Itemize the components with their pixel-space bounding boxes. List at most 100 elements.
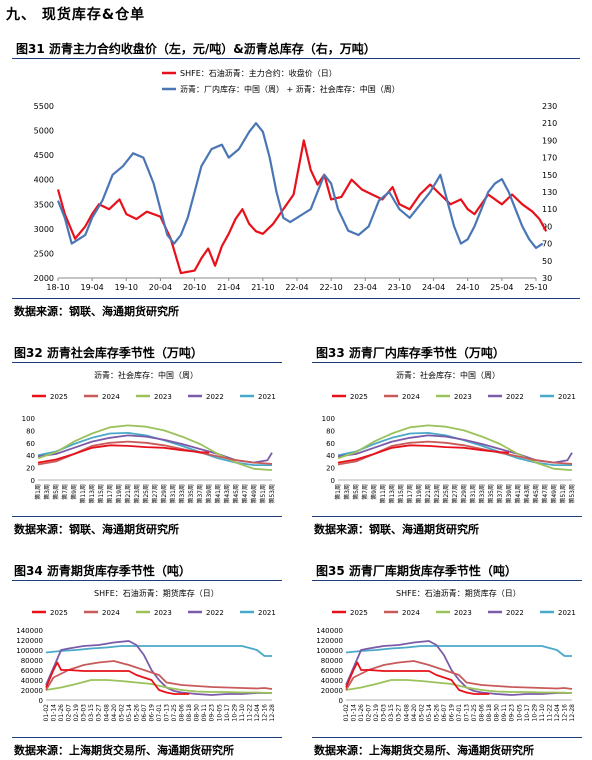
fig34-y-tick-0: 0 [39,697,43,705]
fig33-x-tick-4: 第9周 [370,484,378,500]
fig33-source: 数据来源：钢联、海通期货研究所 [314,523,479,536]
fig32-series-2022 [37,434,273,464]
fig33-y-tick-4: 80 [326,427,335,435]
fig31-yright-tick-9: 210 [542,119,557,128]
fig33-x-tick-13: 第27周 [451,484,459,504]
fig31-yleft-tick-5: 4500 [34,151,54,160]
fig31-yleft-tick-3: 3500 [34,200,54,209]
fig33-x-tick-20: 第41周 [514,484,522,504]
fig31-yright-tick-7: 170 [542,154,557,163]
fig32-y-tick-5: 100 [22,415,35,423]
fig34-series-2024 [45,660,273,691]
fig32-y-tick-0: 0 [31,477,35,485]
fig31-yleft-tick-2: 3000 [34,225,54,234]
fig34-legend-2025: 2025 [50,609,68,617]
fig34-x-tick-2: 01-26 [58,704,65,722]
fig33-title: 图33 沥青厂内库存季节性（万吨） [316,346,505,360]
fig33-legend-2025: 2025 [350,393,368,401]
fig35-chart: 2025 2024 2023 2022 2021 0 20000 40000 60000 8000… [316,609,576,722]
fig34-bottom-rule [12,737,282,738]
fig31-yleft-tick-7: 5500 [34,102,54,111]
fig34-legend-2021: 2021 [258,609,276,617]
fig33-x-tick-6: 第13周 [388,484,396,504]
fig32-x-tick-15: 第31周 [169,484,177,504]
fig35-x-tick-17: 07-25 [471,704,478,722]
fig33-x-tick-22: 第45周 [532,484,540,504]
fig34-x-tick-4: 02-19 [73,704,80,722]
fig35-x-tick-22: 09-23 [509,704,516,722]
fig34-x-tick-11: 05-14 [126,704,133,722]
fig34-x-tick-16: 07-13 [164,704,171,722]
fig33-x-tick-16: 第33周 [478,484,486,504]
fig31-x-tick-13: 25-04 [490,283,513,292]
fig32-x-tick-9: 第19周 [115,484,123,504]
fig34-x-tick-26: 11-10 [239,704,246,722]
fig33-y-tick-5: 100 [322,415,335,423]
fig34-x-tick-14: 06-19 [148,704,155,722]
fig33-x-tick-5: 第11周 [379,484,387,504]
fig32-title: 图32 沥青社会库存季节性（万吨） [14,346,203,360]
fig33-legend-2022: 2022 [506,393,524,401]
fig31-yright-tick-2: 70 [542,240,552,249]
fig35-x-tick-12: 05-26 [433,704,440,722]
fig32-series-2025 [37,444,210,464]
fig32-x-tick-6: 第13周 [88,484,96,504]
fig32-x-tick-13: 第27周 [151,484,159,504]
fig34-x-tick-0: 01-02 [43,704,50,722]
fig33-x-tick-21: 第43周 [523,484,531,504]
fig33-legend-2021: 2021 [558,393,576,401]
fig34-y-tick-4: 80000 [21,657,43,665]
fig34-y-tick-1: 20000 [21,687,43,695]
fig32-top-rule [12,362,282,363]
fig31-yright-tick-10: 230 [542,102,557,111]
fig34-x-tick-23: 10-05 [216,704,223,722]
fig34-y-tick-7: 140000 [16,627,43,635]
fig35-x-tick-2: 01-26 [358,704,365,722]
fig32-x-tick-20: 第41周 [214,484,222,504]
fig35-x-tick-8: 04-08 [403,704,410,722]
fig32-x-tick-10: 第21周 [124,484,132,504]
fig32-subtitle: 沥青：社会库存：中国（周） [94,371,198,380]
fig31-series-inventory [56,122,544,249]
fig32-x-tick-17: 第35周 [187,484,195,504]
fig33-x-tick-18: 第37周 [496,484,504,504]
fig35-x-tick-7: 03-27 [396,704,403,722]
fig34-x-tick-19: 08-18 [186,704,193,722]
fig33-x-tick-9: 第19周 [415,484,423,504]
fig35-x-tick-4: 02-19 [373,704,380,722]
fig34-x-tick-17: 07-25 [171,704,178,722]
fig34-legend-2023: 2023 [154,609,172,617]
fig33-y-tick-0: 0 [331,477,335,485]
fig33-x-tick-19: 第39周 [505,484,513,504]
fig35-y-tick-3: 60000 [321,667,343,675]
fig31-x-tick-9: 23-04 [354,283,377,292]
fig35-y-tick-6: 120000 [316,637,343,645]
fig35-y-tick-2: 40000 [321,677,343,685]
fig35-x-tick-25: 10-29 [531,704,538,722]
fig31-yright-tick-0: 30 [542,274,552,283]
fig34-legend-2024: 2024 [102,609,120,617]
fig35-x-tick-13: 06-07 [441,704,448,722]
fig33-bottom-rule [312,516,582,517]
fig33-y-tick-2: 40 [326,452,335,460]
fig32-x-tick-19: 第39周 [205,484,213,504]
fig32-legend-2023: 2023 [154,393,172,401]
fig34-x-tick-22: 09-23 [209,704,216,722]
fig31-x-tick-4: 20-10 [183,283,206,292]
fig33-series-2022 [337,434,573,464]
fig31-x-tick-2: 19-10 [115,283,138,292]
fig31-yleft-tick-1: 2500 [34,249,54,258]
fig35-x-tick-18: 08-06 [479,704,486,722]
fig34-x-tick-5: 03-03 [81,704,88,722]
fig35-y-tick-4: 80000 [321,657,343,665]
fig33-series-2025 [337,444,510,464]
fig31-x-tick-14: 25-10 [524,283,547,292]
fig35-x-tick-21: 09-11 [501,704,508,722]
fig34-title: 图34 沥青期货库存季节性（吨） [14,564,191,578]
fig35-x-tick-6: 03-15 [388,704,395,722]
fig34-y-tick-6: 120000 [16,637,43,645]
fig35-x-tick-3: 02-07 [366,704,373,722]
fig33-top-rule [312,362,582,363]
